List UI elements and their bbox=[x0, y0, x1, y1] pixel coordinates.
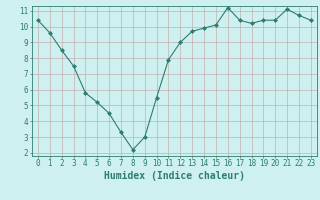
X-axis label: Humidex (Indice chaleur): Humidex (Indice chaleur) bbox=[104, 171, 245, 181]
